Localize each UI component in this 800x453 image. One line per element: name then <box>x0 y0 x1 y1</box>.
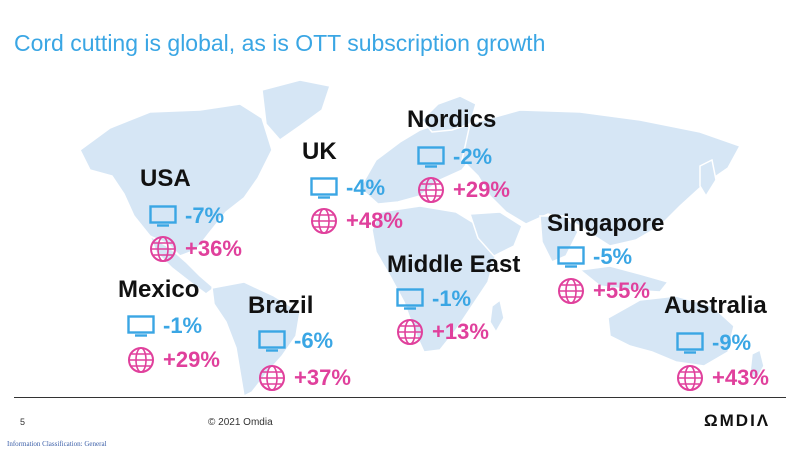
middle-east-tv-value: -1% <box>432 286 472 311</box>
monitor-icon <box>149 205 177 227</box>
region-usa-name: USA <box>140 165 191 192</box>
globe-icon <box>259 365 285 391</box>
stat-usa-tv: -7% <box>149 203 224 229</box>
mexico-tv-value: -1% <box>163 313 203 338</box>
usa-ott-value: +36% <box>185 236 242 261</box>
classification-label: Information Classification: General <box>7 440 107 448</box>
monitor-icon <box>310 177 338 199</box>
omdia-logo: ΩMDIΛ <box>704 411 771 430</box>
stat-mexico-ott: +29% <box>127 346 220 374</box>
map-madagascar <box>489 298 505 334</box>
region-middle-east-name: Middle East <box>387 251 521 278</box>
stat-singapore-tv: -5% <box>557 244 632 270</box>
stat-uk-tv: -4% <box>310 175 385 201</box>
globe-icon <box>418 177 444 203</box>
stat-middle-east-ott: +13% <box>396 318 489 346</box>
region-nordics-name: Nordics <box>407 106 497 133</box>
world-map <box>79 79 765 398</box>
monitor-icon <box>396 288 424 310</box>
page-number: 5 <box>20 417 26 427</box>
footer-divider <box>14 397 786 398</box>
uk-tv-value: -4% <box>346 175 386 200</box>
monitor-icon <box>557 246 585 268</box>
slide-title: Cord cutting is global, as is OTT subscr… <box>14 30 546 56</box>
stat-mexico-tv: -1% <box>127 313 202 339</box>
nordics-tv-value: -2% <box>453 144 493 169</box>
stat-singapore-ott: +55% <box>557 277 650 305</box>
globe-icon <box>128 347 154 373</box>
globe-icon <box>677 365 703 391</box>
map-japan <box>699 158 717 198</box>
stat-usa-ott: +36% <box>149 235 242 263</box>
middle-east-ott-value: +13% <box>432 319 489 344</box>
map-south-america <box>211 281 301 398</box>
map-africa <box>371 205 497 353</box>
stat-australia-ott: +43% <box>676 364 769 392</box>
stat-middle-east-tv: -1% <box>396 286 471 312</box>
region-mexico-name: Mexico <box>118 276 200 303</box>
map-new-zealand <box>749 348 765 382</box>
australia-ott-value: +43% <box>712 365 769 390</box>
map-india <box>539 215 579 263</box>
monitor-icon <box>676 332 704 354</box>
region-singapore-name: Singapore <box>547 210 665 237</box>
mexico-ott-value: +29% <box>163 347 220 372</box>
monitor-icon <box>417 146 445 168</box>
singapore-ott-value: +55% <box>593 278 650 303</box>
globe-icon <box>150 236 176 262</box>
region-australia-name: Australia <box>664 292 767 319</box>
map-indonesia <box>578 265 670 293</box>
globe-icon <box>397 319 423 345</box>
stat-brazil-tv: -6% <box>258 328 333 354</box>
brazil-tv-value: -6% <box>294 328 334 353</box>
australia-tv-value: -9% <box>712 330 752 355</box>
stat-nordics-tv: -2% <box>417 144 492 170</box>
uk-ott-value: +48% <box>346 208 403 233</box>
copyright-text: © 2021 Omdia <box>208 417 273 428</box>
singapore-tv-value: -5% <box>593 244 633 269</box>
globe-icon <box>311 208 337 234</box>
stat-nordics-ott: +29% <box>417 176 510 204</box>
monitor-icon <box>127 315 155 337</box>
nordics-ott-value: +29% <box>453 177 510 202</box>
globe-icon <box>558 278 584 304</box>
region-brazil-name: Brazil <box>248 292 314 319</box>
map-north-america <box>79 103 273 257</box>
stat-brazil-ott: +37% <box>258 364 351 392</box>
region-uk-name: UK <box>302 138 337 165</box>
map-asia <box>461 109 742 247</box>
map-greenland <box>261 79 331 142</box>
monitor-icon <box>258 330 286 352</box>
stat-australia-tv: -9% <box>676 330 751 356</box>
map-arabia <box>468 211 523 257</box>
brazil-ott-value: +37% <box>294 365 351 390</box>
map-scandinavia <box>420 95 477 133</box>
stat-uk-ott: +48% <box>310 207 403 235</box>
usa-tv-value: -7% <box>185 203 225 228</box>
